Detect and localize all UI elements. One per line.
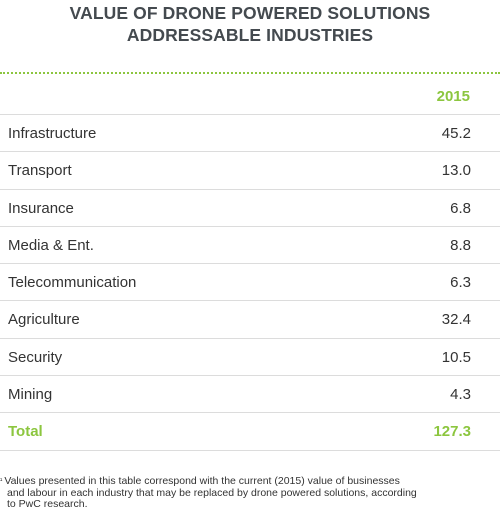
row-value: 45.2 [441, 125, 471, 142]
footnote: ¹ Values presented in this table correspo… [0, 475, 492, 511]
row-label: Infrastructure [8, 125, 97, 142]
table-row: Mining 4.3 [0, 376, 500, 414]
footnote-line-3: to PwC research. [7, 498, 88, 510]
row-label: Mining [8, 386, 53, 404]
row-value: 13.0 [441, 162, 471, 180]
footnote-marker: ¹ [0, 478, 3, 485]
table-row: Agriculture 32.4 [0, 301, 500, 339]
total-row: Total 127.3 [0, 413, 500, 451]
row-value: 10.5 [441, 348, 471, 366]
chart-title: VALUE OF DRONE POWERED SOLUTIONS ADDRESS… [0, 2, 500, 46]
row-label: Agriculture [8, 311, 80, 329]
table-row: Media & Ent. 8.8 [0, 227, 500, 265]
row-label: Security [8, 348, 63, 366]
row-label: Telecommunication [8, 274, 137, 292]
total-label: Total [8, 423, 43, 441]
row-value: 6.3 [450, 274, 471, 292]
row-value: 6.8 [450, 199, 471, 217]
row-value: 8.8 [450, 236, 471, 254]
title-line-1: VALUE OF DRONE POWERED SOLUTIONS [69, 3, 431, 23]
table-header-row: 2015 [0, 78, 500, 115]
column-header-2015: 2015 [436, 88, 470, 105]
row-value: 32.4 [441, 311, 471, 329]
table-row: Insurance 6.8 [0, 190, 500, 227]
table-row: Telecommunication 6.3 [0, 264, 500, 302]
dotted-divider [0, 72, 500, 74]
table-row: Transport 13.0 [0, 152, 500, 190]
total-value: 127.3 [433, 423, 471, 441]
table-row: Security 10.5 [0, 339, 500, 377]
footnote-line-2: and labour in each industry that may be … [7, 486, 417, 499]
row-label: Media & Ent. [8, 236, 94, 254]
title-line-2: ADDRESSABLE INDUSTRIES [126, 25, 374, 45]
row-value: 4.3 [450, 386, 471, 404]
footnote-line-1: Values presented in this table correspon… [4, 475, 400, 487]
row-label: Transport [8, 162, 72, 180]
table-row: Infrastructure 45.2 [0, 115, 500, 153]
data-table: 2015 Infrastructure 45.2 Transport 13.0 Insu… [0, 78, 500, 451]
row-label: Insurance [8, 199, 74, 217]
